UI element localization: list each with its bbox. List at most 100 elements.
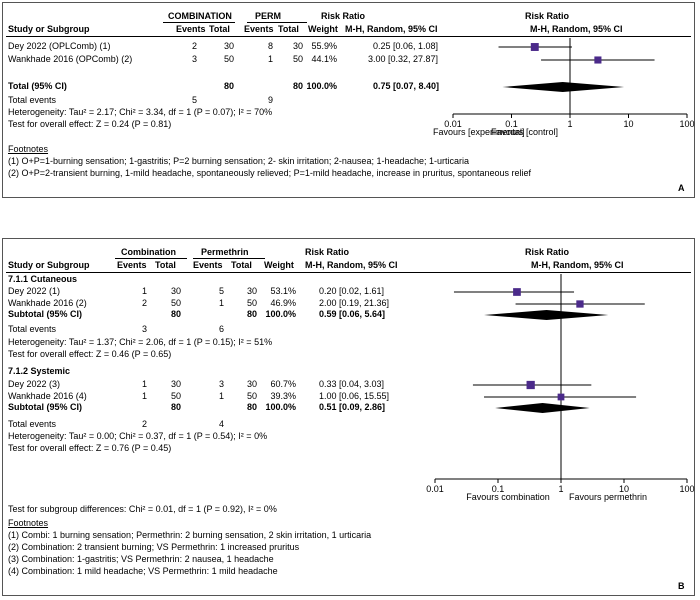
risk-ratio-ci: 0.33 [0.04, 3.03] xyxy=(319,379,385,389)
subtotal-label: Subtotal (95% CI) xyxy=(8,309,83,319)
study-name: Dey 2022 (OPLComb) (1) xyxy=(8,41,111,51)
group2-header: Permethrin xyxy=(201,247,249,257)
events-1: 2 xyxy=(141,298,147,308)
subtotal-label: Subtotal (95% CI) xyxy=(8,402,83,412)
total-2: 50 xyxy=(246,391,257,401)
x-tick-label: 0.1 xyxy=(505,119,518,129)
events-2: 1 xyxy=(218,391,224,401)
x-tick-label: 10 xyxy=(623,119,633,129)
weight: 60.7% xyxy=(270,379,296,389)
footnote: (4) Combination: 1 mild headache; VS Per… xyxy=(8,566,278,576)
favours-left: Favours combination xyxy=(466,492,550,502)
col-total-1: Total xyxy=(155,260,176,270)
total-1: 50 xyxy=(170,391,181,401)
heterogeneity: Heterogeneity: Tau² = 0.00; Chi² = 0.37,… xyxy=(8,431,268,441)
study-marker xyxy=(594,56,602,64)
total-events-1: 3 xyxy=(141,324,147,334)
events-2: 8 xyxy=(267,41,273,51)
overall-effect: Test for overall effect: Z = 0.76 (P = 0… xyxy=(8,443,172,453)
plot-method: M-H, Random, 95% CI xyxy=(531,260,624,270)
study-name: Wankhade 2016 (2) xyxy=(8,298,87,308)
forest-plot-b: 0.01 0.1 1 10 100 xyxy=(426,274,695,494)
study-name: Dey 2022 (1) xyxy=(8,286,61,296)
total-events-label: Total events xyxy=(8,324,57,334)
x-tick-label: 100 xyxy=(679,119,694,129)
group1-underline xyxy=(115,258,187,259)
total-1: 30 xyxy=(223,41,234,51)
weight: 100.0% xyxy=(306,81,337,91)
weight: 55.9% xyxy=(311,41,337,51)
footnote: (1) O+P=1-burning sensation; 1-gastritis… xyxy=(8,156,469,166)
group2-header: PERM xyxy=(255,11,282,21)
study-marker xyxy=(530,43,539,51)
header-rule xyxy=(6,36,691,37)
total-2: 80 xyxy=(292,81,303,91)
panel-letter: B xyxy=(678,581,685,591)
pooled-diamond xyxy=(484,310,609,320)
col-total-2: Total xyxy=(231,260,252,270)
panel-b: Combination Permethrin Risk Ratio Risk R… xyxy=(2,238,695,596)
heterogeneity: Heterogeneity: Tau² = 1.37; Chi² = 2.06,… xyxy=(8,337,273,347)
plot-title: Risk Ratio xyxy=(525,11,570,21)
risk-ratio-ci: 0.20 [0.02, 1.61] xyxy=(319,286,385,296)
total-events-label: Total events xyxy=(8,419,57,429)
subtotal-weight: 100.0% xyxy=(265,309,296,319)
events-2: 1 xyxy=(218,298,224,308)
pooled-diamond xyxy=(495,403,590,413)
subtotal-ci: 0.59 [0.06, 5.64] xyxy=(319,309,386,319)
x-tick-label: 100 xyxy=(679,484,694,494)
weight: 44.1% xyxy=(311,54,337,64)
x-tick-label: 1 xyxy=(567,119,572,129)
heterogeneity: Heterogeneity: Tau² = 2.17; Chi² = 3.34,… xyxy=(8,107,273,117)
overall-effect: Test for overall effect: Z = 0.46 (P = 0… xyxy=(8,349,172,359)
study-name: Wankhade 2016 (OPComb) (2) xyxy=(8,54,133,64)
x-tick-label: 1 xyxy=(558,484,563,494)
weight: 53.1% xyxy=(270,286,296,296)
total-2: 30 xyxy=(292,41,303,51)
total-events-2: 6 xyxy=(218,324,224,334)
total-1: 30 xyxy=(170,379,181,389)
footnotes-title: Footnotes xyxy=(8,518,49,528)
events-2: 1 xyxy=(267,54,273,64)
total-2: 30 xyxy=(246,286,257,296)
total-2: 30 xyxy=(246,379,257,389)
study-marker xyxy=(576,300,584,308)
total-events-1: 2 xyxy=(141,419,147,429)
rr-method: M-H, Random, 95% CI xyxy=(305,260,398,270)
total-events-2: 9 xyxy=(267,95,273,105)
footnote: (1) Combi: 1 burning sensation; Permethr… xyxy=(8,530,372,540)
subgroup-title: 7.1.2 Systemic xyxy=(8,366,71,376)
events-1: 1 xyxy=(141,379,147,389)
overall-effect: Test for overall effect: Z = 0.24 (P = 0… xyxy=(8,119,172,129)
panel-a: COMBINATION PERM Risk Ratio Risk Ratio S… xyxy=(2,2,695,198)
study-marker xyxy=(526,380,535,390)
risk-ratio-ci: 0.75 [0.07, 8.40] xyxy=(373,81,440,91)
col-events-2: Events xyxy=(193,260,223,270)
total-events-label: Total events xyxy=(8,95,57,105)
total-1: 50 xyxy=(170,298,181,308)
total-2: 50 xyxy=(292,54,303,64)
panel-letter: A xyxy=(678,183,685,193)
forest-plot-a: 0.01 0.1 1 10 100 xyxy=(444,38,695,129)
total-1: 50 xyxy=(223,54,234,64)
favours-right: Favours permethrin xyxy=(568,492,648,502)
events-1: 1 xyxy=(141,286,147,296)
study-marker xyxy=(513,288,521,296)
rr-title: Risk Ratio xyxy=(305,247,350,257)
group2-underline xyxy=(247,22,307,23)
subtotal-total-2: 80 xyxy=(246,402,257,412)
col-total-2: Total xyxy=(278,24,299,34)
footnote: (2) Combination: 2 transient burning; VS… xyxy=(8,542,300,552)
study-name: Wankhade 2016 (4) xyxy=(8,391,87,401)
total-events-2: 4 xyxy=(218,419,224,429)
footnote: (3) Combination: 1-gastritis; VS Permeth… xyxy=(8,554,274,564)
events-1: 2 xyxy=(191,41,197,51)
favours-left: Favours [experimental] xyxy=(433,127,525,137)
x-tick-label: 10 xyxy=(619,484,629,494)
x-tick-label: 0.01 xyxy=(426,484,444,494)
group1-header: Combination xyxy=(121,247,176,257)
group1-header: COMBINATION xyxy=(168,11,232,21)
rr-title: Risk Ratio xyxy=(321,11,366,21)
col-study: Study or Subgroup xyxy=(8,24,90,34)
group2-underline xyxy=(193,258,265,259)
